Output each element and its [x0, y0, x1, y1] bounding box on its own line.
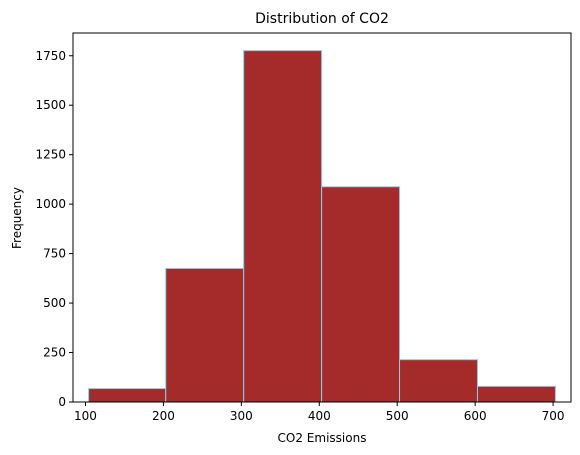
- y-tick-label: 1750: [35, 49, 66, 63]
- bars-group: [88, 50, 556, 403]
- chart-title: Distribution of CO2: [255, 11, 389, 27]
- y-tick-label: 750: [43, 247, 66, 261]
- x-axis-label: CO2 Emissions: [278, 431, 367, 445]
- y-tick-label: 0: [58, 395, 66, 409]
- y-tick-label: 500: [43, 296, 66, 310]
- plot-frame: [72, 32, 572, 403]
- histogram-bar-1: [88, 388, 167, 403]
- y-tick-label: 250: [43, 346, 66, 360]
- histogram-bar-4: [321, 186, 401, 403]
- x-axis-ticks: 100 200 300 400 500 600 700: [74, 402, 565, 423]
- x-tick-label: 500: [386, 409, 409, 423]
- x-tick-label: 100: [74, 409, 97, 423]
- histogram-bar-5: [399, 359, 478, 403]
- x-tick-label: 400: [308, 409, 331, 423]
- y-axis-ticks: 0 250 500 750 1000 1250 1500 1750: [35, 49, 73, 409]
- histogram-bar-2: [165, 267, 245, 403]
- y-tick-label: 1500: [35, 98, 66, 112]
- y-tick-label: 1250: [35, 148, 66, 162]
- histogram-bar-3: [243, 50, 323, 403]
- y-axis-label: Frequency: [10, 187, 24, 249]
- histogram-bar-6: [476, 385, 556, 403]
- y-tick-label: 1000: [35, 197, 66, 211]
- x-tick-label: 300: [230, 409, 253, 423]
- x-tick-label: 600: [464, 409, 487, 423]
- x-tick-label: 700: [542, 409, 565, 423]
- x-tick-label: 200: [152, 409, 175, 423]
